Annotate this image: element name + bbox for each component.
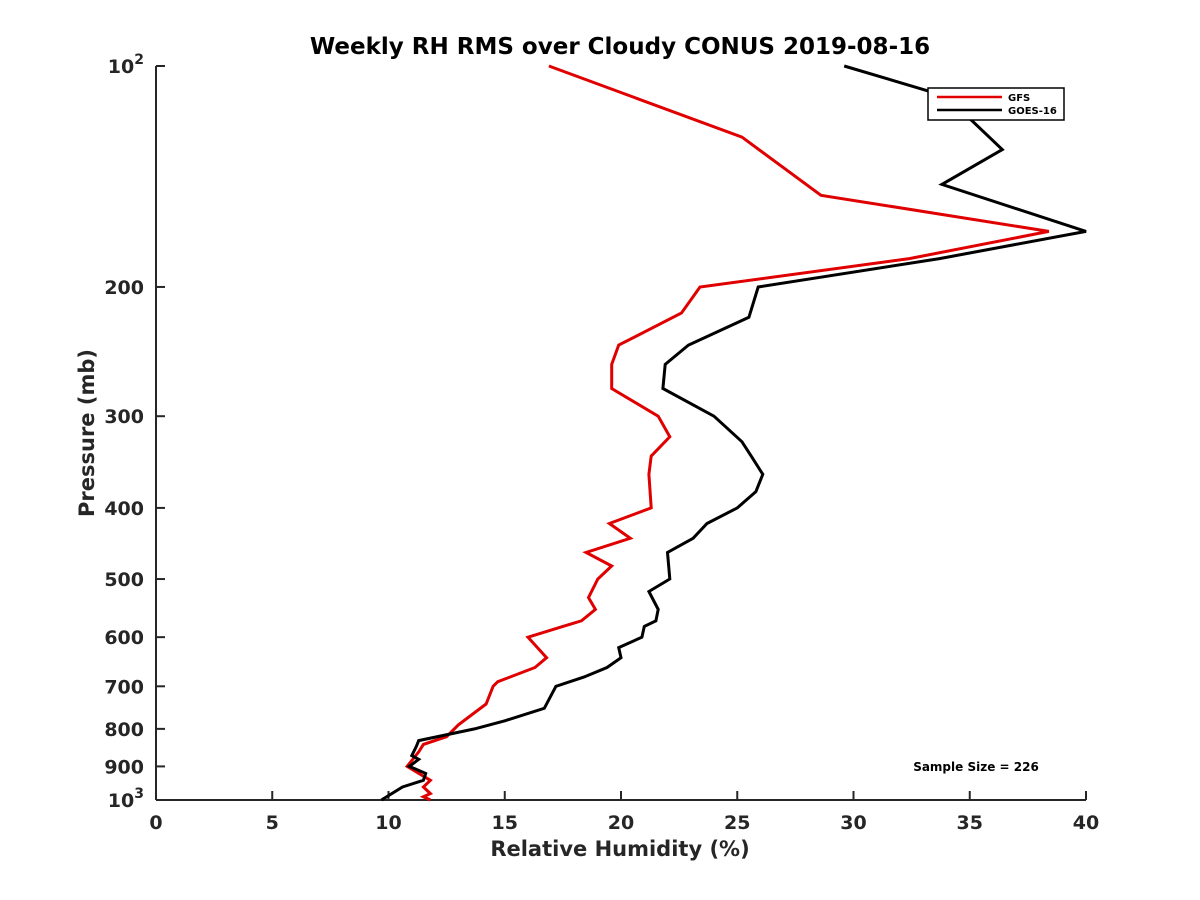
x-tick-label: 35 — [957, 812, 983, 834]
x-tick-label: 15 — [492, 812, 518, 834]
legend-label-gfs: GFS — [1008, 93, 1030, 104]
y-tick-label-base: 10 — [108, 790, 134, 812]
y-tick-label-base: 10 — [108, 56, 134, 78]
x-tick-label: 0 — [149, 812, 162, 834]
y-tick-label: 800 — [104, 719, 144, 741]
y-tick-label: 700 — [104, 676, 144, 698]
legend-box — [927, 87, 1065, 121]
y-tick-label-exponent: 3 — [134, 786, 144, 802]
legend-label-goes-16: GOES-16 — [1008, 106, 1057, 117]
chart-title: Weekly RH RMS over Cloudy CONUS 2019-08-… — [310, 34, 930, 60]
y-tick-label: 200 — [104, 277, 144, 299]
y-tick-label: 500 — [104, 569, 144, 591]
series-line-gfs — [404, 64, 1050, 802]
x-ticks: 0 5 10 15 20 25 30 35 40 — [149, 791, 1099, 834]
x-tick-label: 25 — [724, 812, 750, 834]
y-tick-label: 600 — [104, 627, 144, 649]
x-tick-label: 40 — [1073, 812, 1099, 834]
legend: GFS GOES-16 — [927, 87, 1065, 121]
series-layer — [380, 64, 1087, 802]
y-tick-label: 103 — [108, 786, 144, 812]
x-tick-label: 5 — [266, 812, 279, 834]
x-tick-label: 30 — [840, 812, 866, 834]
y-tick-label: 900 — [104, 756, 144, 778]
sample-size-annotation: Sample Size = 226 — [913, 760, 1039, 774]
x-axis-label: Relative Humidity (%) — [490, 837, 749, 861]
axes — [155, 66, 1086, 801]
y-tick-label: 300 — [104, 406, 144, 428]
y-tick-label: 102 — [108, 52, 144, 78]
x-tick-label: 20 — [608, 812, 634, 834]
x-tick-label: 10 — [375, 812, 401, 834]
y-tick-label-exponent: 2 — [134, 52, 144, 68]
y-tick-label: 400 — [104, 498, 144, 520]
series-line-goes-16 — [380, 64, 1087, 802]
y-axis-label: Pressure (mb) — [75, 349, 99, 517]
